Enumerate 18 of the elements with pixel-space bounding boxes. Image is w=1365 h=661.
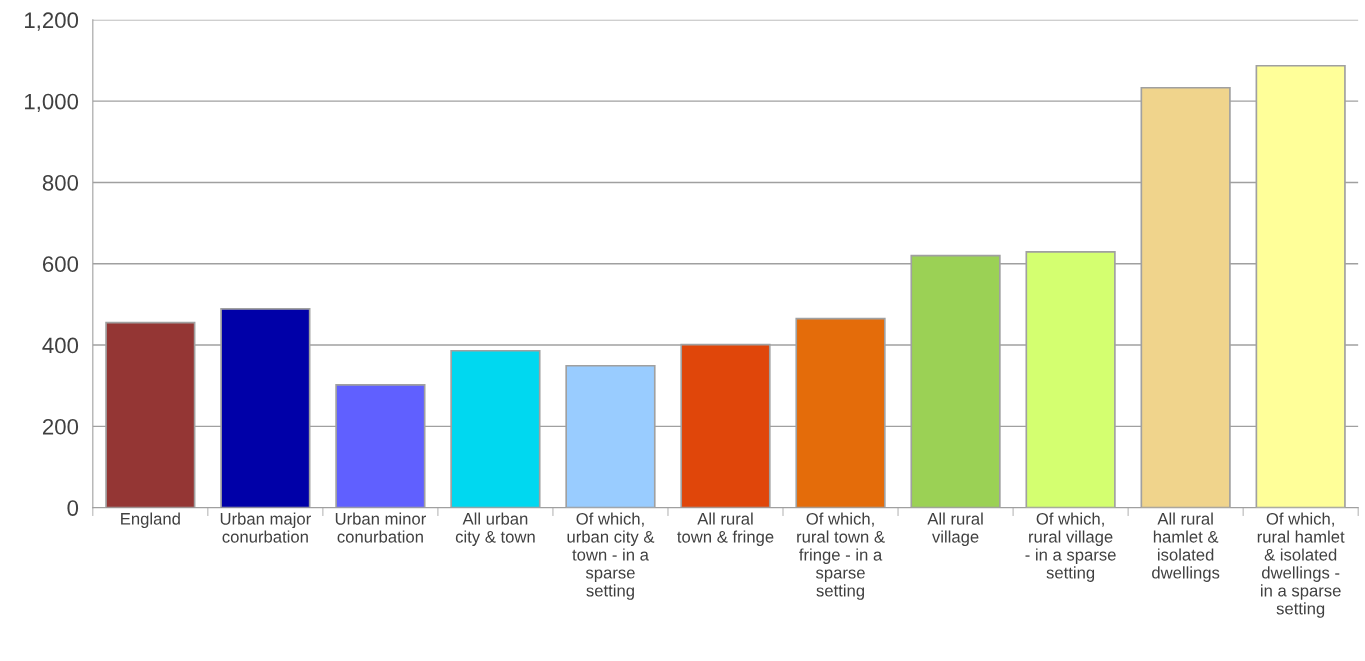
y-tick-label: 1,000 bbox=[25, 93, 79, 113]
x-tick-label: Of which, rural village - in a sparse setting bbox=[1025, 512, 1116, 582]
x-tick-label: Of which, rural hamlet & isolated dwellings - in a sparse setting bbox=[1257, 512, 1345, 618]
x-tick-label: All rural town & fringe bbox=[677, 512, 774, 546]
x-tick-label: Of which, rural town & fringe - in a sparse setting bbox=[797, 512, 885, 600]
x-tick-label: All rural hamlet & isolated dwellings bbox=[1152, 512, 1220, 582]
x-tick-label: England bbox=[121, 512, 180, 529]
x-tick-label: All rural village bbox=[927, 512, 983, 546]
y-tick-label: 0 bbox=[67, 500, 79, 516]
x-tick-label: Urban major conurbation bbox=[220, 512, 311, 543]
x-tick-label: Of which, urban city & town - in a sparse setting bbox=[567, 512, 655, 600]
y-tick-label: 200 bbox=[42, 418, 79, 435]
x-tick-label: Urban minor conurbation bbox=[335, 512, 426, 543]
x-tick-label: All urban city & town bbox=[455, 512, 535, 546]
y-tick-label: 800 bbox=[42, 174, 79, 191]
y-tick-label: 1,200 bbox=[25, 12, 79, 31]
y-tick-label: 400 bbox=[42, 337, 79, 354]
y-tick-label: 600 bbox=[42, 256, 79, 273]
